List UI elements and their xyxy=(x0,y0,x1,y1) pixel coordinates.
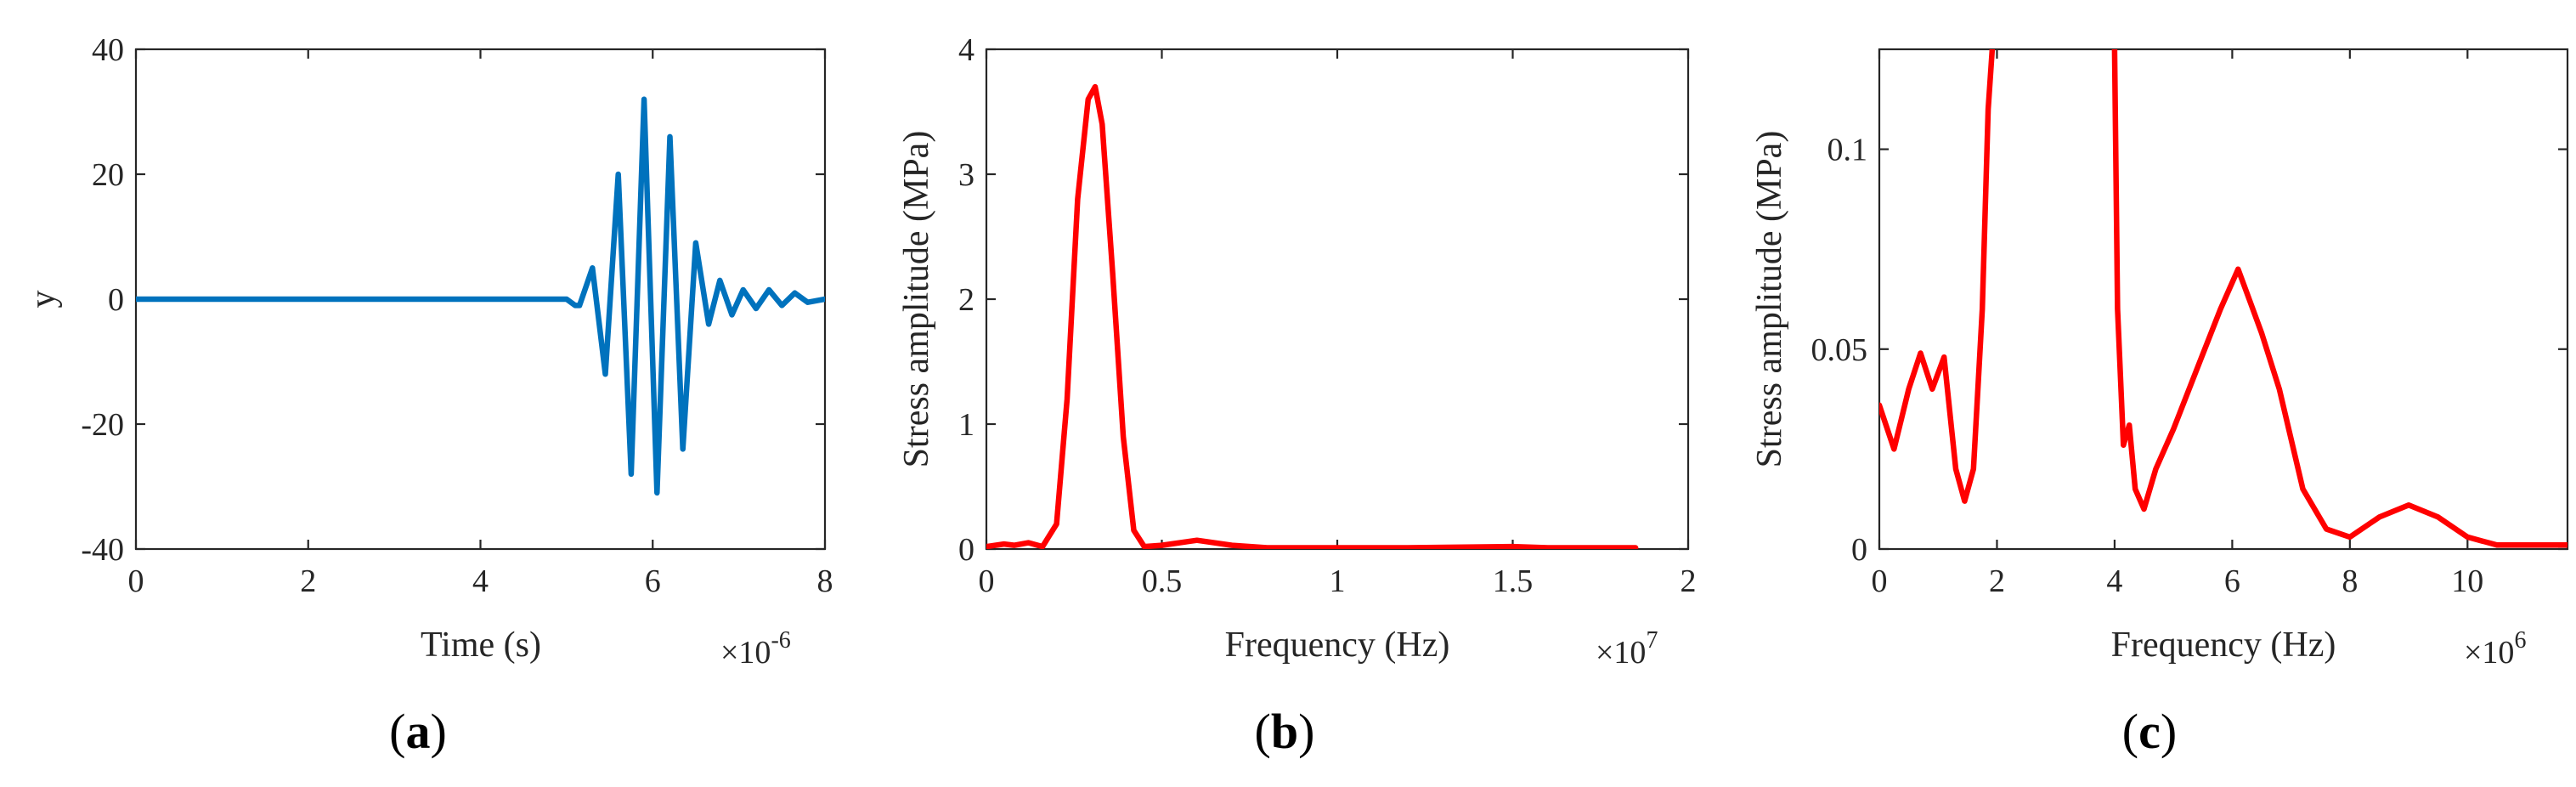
series-line-spectrum-zoom-left xyxy=(1879,49,1996,504)
x-tick-label: 8 xyxy=(817,563,833,599)
x-multiplier-exp-c: 6 xyxy=(2514,627,2526,654)
plot-frame-b xyxy=(985,48,1690,551)
series-line-spectrum xyxy=(986,83,1639,549)
x-multiplier-a: ×10-6 xyxy=(720,627,791,671)
x-tick-label: 0 xyxy=(1872,563,1888,599)
x-multiplier-base-a: ×10 xyxy=(720,635,771,671)
x-tick-label: 0.5 xyxy=(1142,563,1183,599)
y-tick-label: 3 xyxy=(958,157,974,193)
y-ticks-c: 0 0.05 0.1 xyxy=(1811,133,2568,568)
panel-c: 0 2 4 6 8 10 0 0.05 0.1 Frequency (Hz) Stress a… xyxy=(1750,48,2569,759)
panel-label-c: (c) xyxy=(2122,704,2177,759)
y-ticks-b: 0 1 2 3 4 xyxy=(958,32,1688,568)
y-tick-label: 40 xyxy=(92,32,124,68)
series-layer-b xyxy=(986,83,1639,549)
x-tick-label: 10 xyxy=(2451,563,2483,599)
x-axis-label-c: Frequency (Hz) xyxy=(2111,626,2336,665)
x-tick-label: 6 xyxy=(2224,563,2240,599)
x-tick-label: 0 xyxy=(128,563,144,599)
panel-label-a: (a) xyxy=(389,704,447,759)
series-layer-a xyxy=(136,96,825,496)
x-multiplier-b: ×107 xyxy=(1596,627,1658,671)
panel-a: 0 2 4 6 8 -40 -20 0 20 40 Time (s) y ×10-6 (a) xyxy=(24,32,833,759)
y-tick-label: 1 xyxy=(958,407,974,443)
series-line-signal xyxy=(136,96,825,496)
y-tick-label: -40 xyxy=(81,532,124,568)
x-tick-label: 1.5 xyxy=(1493,563,1534,599)
x-tick-label: 6 xyxy=(645,563,661,599)
x-tick-label: 8 xyxy=(2342,563,2358,599)
x-tick-label: 2 xyxy=(1681,563,1697,599)
x-tick-label: 4 xyxy=(2106,563,2122,599)
x-multiplier-c: ×106 xyxy=(2464,627,2526,671)
y-tick-label: 0 xyxy=(108,282,124,318)
panel-letter-c: c xyxy=(2138,704,2161,759)
panel-letter-b: b xyxy=(1271,704,1298,759)
x-multiplier-exp-b: 7 xyxy=(1646,627,1658,654)
x-tick-label: 2 xyxy=(300,563,316,599)
series-line-spectrum-zoom-right xyxy=(2111,49,2568,548)
y-tick-label: 0 xyxy=(1851,532,1867,568)
panel-letter-a: a xyxy=(406,704,431,759)
y-tick-label: -20 xyxy=(81,407,124,443)
x-axis-label-b: Frequency (Hz) xyxy=(1225,626,1450,665)
x-ticks-a: 0 2 4 6 8 xyxy=(128,49,833,599)
x-tick-label: 2 xyxy=(1989,563,2005,599)
x-tick-label: 1 xyxy=(1330,563,1346,599)
x-multiplier-base-b: ×10 xyxy=(1596,635,1646,671)
x-tick-label: 4 xyxy=(472,563,489,599)
y-tick-label: 4 xyxy=(958,32,974,68)
y-tick-label: 0.1 xyxy=(1827,133,1868,168)
x-tick-label: 0 xyxy=(979,563,995,599)
x-axis-label-a: Time (s) xyxy=(421,626,541,665)
x-ticks-c: 0 2 4 6 8 10 xyxy=(1872,49,2483,599)
panel-label-b: (b) xyxy=(1255,704,1315,759)
panel-b: 0 0.5 1 1.5 2 0 1 2 3 4 Frequency (Hz) Stress am… xyxy=(897,32,1697,759)
y-axis-label-a: y xyxy=(24,291,63,309)
y-tick-label: 0.05 xyxy=(1811,332,1868,368)
y-tick-label: 20 xyxy=(92,157,124,193)
y-tick-label: 2 xyxy=(958,282,974,318)
y-axis-label-b: Stress amplitude (MPa) xyxy=(897,131,936,468)
y-tick-label: 0 xyxy=(958,532,974,568)
x-multiplier-base-c: ×10 xyxy=(2464,635,2514,671)
x-multiplier-exp-a: -6 xyxy=(771,627,790,654)
y-axis-label-c: Stress amplitude (MPa) xyxy=(1750,131,1789,468)
series-layer-c xyxy=(1879,49,2568,548)
plot-frame-c xyxy=(1878,48,2569,551)
